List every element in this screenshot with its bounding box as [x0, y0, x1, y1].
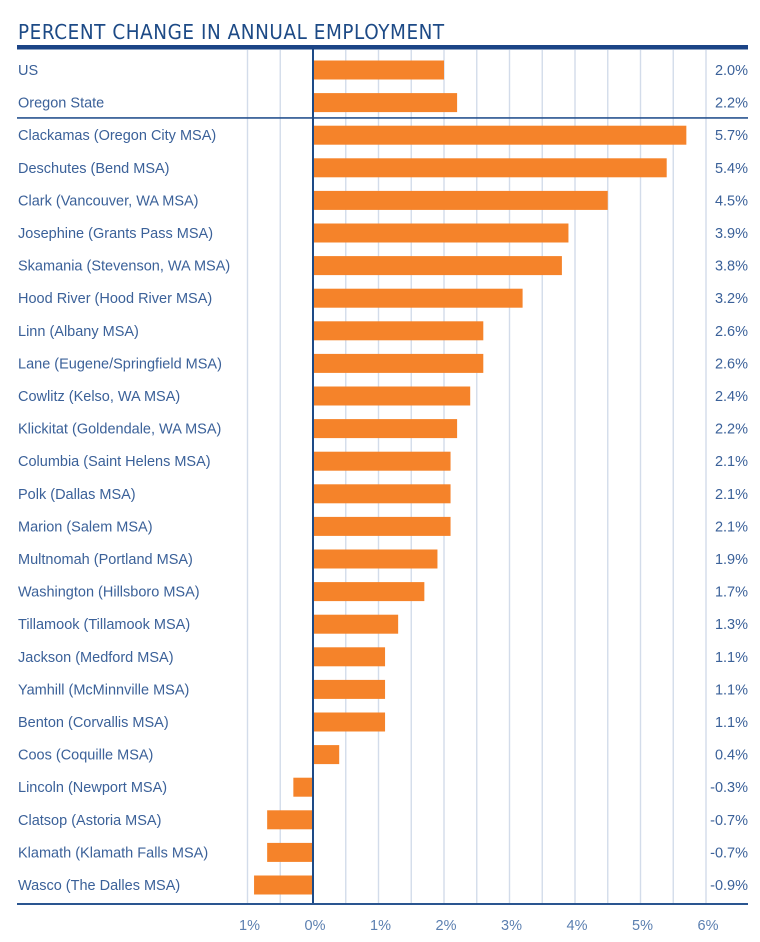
row-label: Columbia (Saint Helens MSA) [18, 454, 211, 470]
value-label: 5.4% [715, 161, 748, 177]
row-label: Linn (Albany MSA) [18, 324, 139, 340]
bar [267, 810, 313, 830]
bar [314, 712, 386, 732]
bar [314, 125, 687, 145]
bar [314, 60, 444, 80]
bar [314, 516, 451, 536]
value-label: 3.9% [715, 226, 748, 242]
bar [314, 549, 438, 569]
bar [314, 321, 484, 341]
value-label: 1.3% [715, 617, 748, 633]
value-label: 0.4% [715, 748, 748, 764]
x-tick-label: 5% [632, 918, 653, 934]
bar [314, 647, 386, 667]
value-label: 1.1% [715, 650, 748, 666]
row-label: Deschutes (Bend MSA) [18, 161, 170, 177]
x-tick-label: 0% [305, 918, 326, 934]
bar [314, 451, 451, 471]
row-label: Marion (Salem MSA) [18, 519, 153, 535]
value-label: 1.1% [715, 715, 748, 731]
value-label: -0.9% [710, 878, 748, 894]
value-label: 2.1% [715, 454, 748, 470]
value-label: 2.1% [715, 519, 748, 535]
row-label: Washington (Hillsboro MSA) [18, 585, 200, 601]
value-label: 2.1% [715, 487, 748, 503]
x-tick-label: 4% [567, 918, 588, 934]
value-label: 1.1% [715, 682, 748, 698]
bar [314, 190, 608, 210]
value-label: 1.9% [715, 552, 748, 568]
row-label: Multnomah (Portland MSA) [18, 552, 193, 568]
bar [314, 484, 451, 504]
value-label: 4.5% [715, 193, 748, 209]
value-label: 2.6% [715, 356, 748, 372]
bar [314, 419, 458, 439]
bar [314, 158, 667, 178]
bar [314, 386, 471, 406]
bar [314, 223, 569, 243]
value-label: 2.6% [715, 324, 748, 340]
bar [254, 875, 313, 895]
bar [314, 614, 399, 634]
bar [314, 288, 523, 308]
value-label: 3.2% [715, 291, 748, 307]
row-label: Cowlitz (Kelso, WA MSA) [18, 389, 180, 405]
value-label: 2.2% [715, 422, 748, 438]
row-label: Tillamook (Tillamook MSA) [18, 617, 190, 633]
row-label: Polk (Dallas MSA) [18, 487, 136, 503]
x-tick-label: 1% [370, 918, 391, 934]
row-label: Clackamas (Oregon City MSA) [18, 128, 216, 144]
value-label: -0.3% [710, 780, 748, 796]
row-label: Clatsop (Astoria MSA) [18, 813, 161, 829]
row-label: Oregon State [18, 96, 104, 112]
bar [314, 93, 458, 113]
x-tick-label: 1% [239, 918, 260, 934]
row-label: Lincoln (Newport MSA) [18, 780, 167, 796]
value-label: -0.7% [710, 845, 748, 861]
title-rule [17, 45, 748, 50]
row-label: Klamath (Klamath Falls MSA) [18, 845, 208, 861]
value-label: 2.2% [715, 96, 748, 112]
row-label: Josephine (Grants Pass MSA) [18, 226, 213, 242]
bar [314, 679, 386, 699]
bar [314, 353, 484, 373]
bar [267, 842, 313, 862]
value-label: 5.7% [715, 128, 748, 144]
row-label: Skamania (Stevenson, WA MSA) [18, 259, 230, 275]
x-tick-label: 6% [698, 918, 719, 934]
row-label: Wasco (The Dalles MSA) [18, 878, 180, 894]
row-label: Jackson (Medford MSA) [18, 650, 174, 666]
value-label: 3.8% [715, 259, 748, 275]
chart-title: PERCENT CHANGE IN ANNUAL EMPLOYMENT [18, 20, 445, 44]
bar [314, 256, 562, 276]
row-label: Yamhill (McMinnville MSA) [18, 682, 189, 698]
bar [314, 582, 425, 602]
row-label: Lane (Eugene/Springfield MSA) [18, 356, 222, 372]
bar [293, 777, 313, 797]
row-label: US [18, 63, 38, 79]
bar [314, 745, 340, 765]
x-tick-label: 2% [436, 918, 457, 934]
row-label: Klickitat (Goldendale, WA MSA) [18, 422, 221, 438]
row-label: Coos (Coquille MSA) [18, 748, 153, 764]
row-label: Clark (Vancouver, WA MSA) [18, 193, 199, 209]
value-label: 2.4% [715, 389, 748, 405]
value-label: 2.0% [715, 63, 748, 79]
value-label: -0.7% [710, 813, 748, 829]
row-label: Hood River (Hood River MSA) [18, 291, 212, 307]
value-label: 1.7% [715, 585, 748, 601]
row-label: Benton (Corvallis MSA) [18, 715, 169, 731]
x-tick-label: 3% [501, 918, 522, 934]
